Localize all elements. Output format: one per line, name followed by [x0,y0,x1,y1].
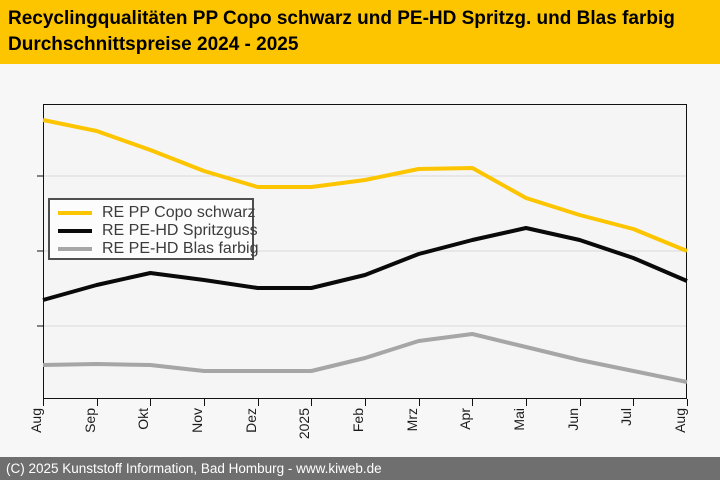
series-line [42,118,688,253]
x-tick-label: Aug [672,408,688,433]
legend-line-swatch [58,247,92,251]
chart-area: Aug Sep Okt Nov Dez 2025 Feb Mrz Apr Mai Jun Jul Aug… [0,64,720,457]
legend-line-swatch [58,211,92,215]
x-tick-label: Sep [82,408,98,433]
x-tick-label: Feb [350,408,366,433]
series-line [42,226,688,302]
x-tick-label: Okt [135,408,151,430]
x-tick-label: Mrz [404,408,420,432]
legend-entry: RE PP Copo schwarz [58,204,256,222]
x-tick-label: Jun [565,408,581,431]
chart-title-line2: Durchschnittspreise 2024 - 2025 [8,34,299,55]
x-tick-label: Apr [457,408,473,430]
legend-entry: RE PE-HD Spritzguss [58,222,258,240]
legend-line-swatch [58,229,92,233]
x-tick-label: Mai [511,408,527,431]
line-chart-plot [37,104,688,406]
x-tick-label: Jul [618,408,634,426]
title-bar: Recyclingqualitäten PP Copo schwarz und … [0,0,720,64]
legend-entry-label: RE PP Copo schwarz [102,204,256,221]
legend-entry: RE PE-HD Blas farbig [58,240,259,258]
chart-legend: RE PP Copo schwarz RE PE-HD Spritzguss RE … [48,198,259,260]
copyright-text: (C) 2025 Kunststoff Information, Bad Hom… [6,461,382,476]
legend-entry-label: RE PE-HD Blas farbig [102,240,259,257]
x-tick-label: Dez [243,408,259,433]
footer-bar: (C) 2025 Kunststoff Information, Bad Hom… [0,457,720,480]
x-tick-label: Aug [28,408,44,433]
x-tick-label: Nov [189,408,205,433]
legend-entry-label: RE PE-HD Spritzguss [102,222,258,239]
series-line [42,332,688,384]
x-tick-label: 2025 [296,408,312,440]
chart-title-line1: Recyclingqualitäten PP Copo schwarz und … [8,8,675,29]
